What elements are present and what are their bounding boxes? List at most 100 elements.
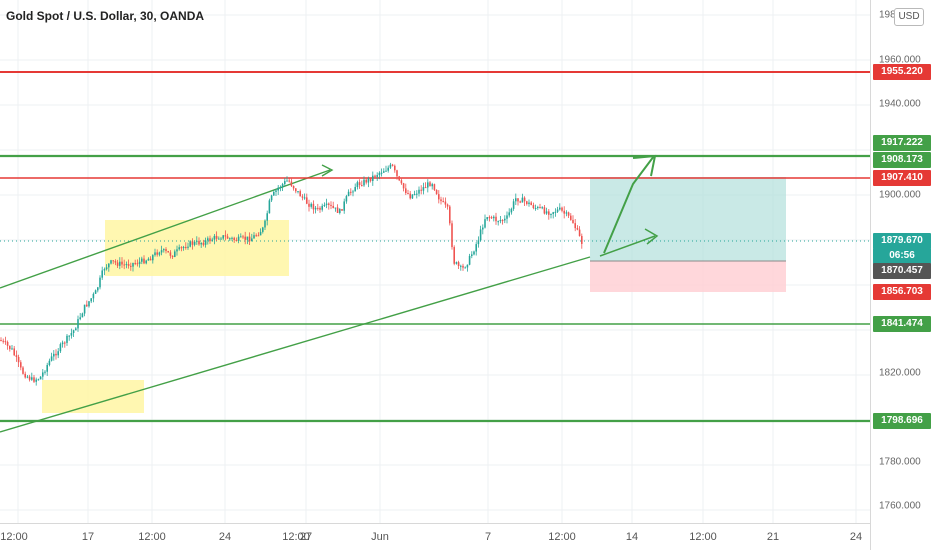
candle-body	[416, 193, 418, 195]
candle-body	[515, 198, 517, 202]
candle-body	[215, 235, 218, 239]
candle-body	[510, 208, 513, 213]
candle-body	[325, 203, 328, 205]
candle-body	[367, 178, 370, 183]
candle-body	[123, 264, 125, 266]
candle-body	[444, 201, 447, 205]
price-tick-label: 1760.000	[879, 500, 921, 512]
price-axis[interactable]: 1980.0001960.0001940.0001900.0001820.000…	[870, 0, 932, 550]
candle-body	[356, 182, 359, 187]
candle-body	[105, 267, 108, 270]
candle-body	[275, 190, 277, 192]
candle-body	[561, 207, 563, 211]
chart-title: Gold Spot / U.S. Dollar, 30, OANDA	[6, 9, 205, 23]
candle-body	[2, 340, 4, 342]
time-tick-label: 7	[484, 531, 492, 543]
candle-body	[343, 201, 345, 211]
candle-body	[70, 332, 73, 336]
candle-body	[433, 184, 436, 190]
price-level-badge: 1917.222	[873, 135, 931, 151]
lower-trendline	[0, 256, 591, 433]
candle-body	[288, 180, 290, 182]
candle-body	[290, 181, 293, 186]
candle-body	[66, 335, 68, 343]
candle-body	[330, 204, 332, 206]
candle-body	[163, 249, 165, 251]
candle-body	[81, 313, 84, 318]
candle-body	[90, 298, 92, 302]
candle-body	[31, 377, 33, 380]
candle-body	[537, 207, 539, 209]
candle-body	[464, 267, 466, 269]
candle-body	[176, 249, 178, 252]
candle-body	[363, 179, 365, 186]
candle-body	[248, 236, 251, 242]
candle-body	[339, 209, 341, 214]
time-tick-label: 14	[625, 531, 639, 543]
candle-body	[244, 236, 246, 240]
candle-body	[462, 265, 464, 268]
price-tick-label: 1820.000	[879, 367, 921, 379]
candle-body	[169, 252, 172, 256]
candle-body	[17, 356, 20, 363]
price-tick-label: 1960.000	[879, 54, 921, 66]
chart-plot-area[interactable]	[0, 0, 870, 523]
candle-body	[193, 241, 196, 245]
price-level-badge: 1870.457	[873, 263, 931, 279]
candle-body	[523, 197, 526, 202]
candle-body	[46, 365, 48, 372]
candle-body	[541, 207, 543, 209]
price-tick-label: 1940.000	[879, 98, 921, 110]
candle-body	[405, 188, 407, 194]
candle-body	[253, 235, 255, 239]
time-tick-label: 12:00	[138, 531, 166, 543]
candle-body	[279, 187, 282, 189]
candle-body	[554, 211, 557, 213]
candle-body	[563, 210, 565, 214]
candle-body	[306, 197, 308, 204]
candle-body	[504, 218, 506, 221]
candle-body	[488, 217, 491, 219]
candle-body	[347, 191, 350, 197]
candle-body	[11, 348, 13, 350]
candle-body	[235, 239, 238, 241]
candle-body	[112, 260, 114, 262]
consolidation-box	[105, 220, 289, 276]
candle-body	[354, 186, 356, 192]
candle-body	[466, 264, 469, 268]
candle-body	[185, 246, 187, 248]
candle-body	[374, 175, 376, 177]
candle-body	[28, 376, 31, 380]
candle-body	[110, 260, 112, 264]
candle-body	[237, 236, 240, 241]
candle-body	[486, 217, 488, 220]
time-tick-label: 12:00	[689, 531, 717, 543]
candle-body	[479, 229, 482, 241]
candle-body	[345, 196, 348, 202]
time-tick-label: 24	[849, 531, 863, 543]
candle-body	[138, 261, 141, 264]
candle-body	[281, 184, 284, 188]
candle-body	[187, 246, 189, 248]
price-level-badge: 1856.703	[873, 284, 931, 300]
candle-body	[88, 301, 90, 307]
candle-body	[229, 238, 231, 240]
candle-body	[435, 189, 438, 195]
price-level-badge: 1798.696	[873, 413, 931, 429]
currency-button[interactable]: USD	[894, 8, 924, 26]
candle-body	[180, 247, 183, 249]
candle-body	[372, 175, 374, 181]
candle-body	[24, 373, 26, 378]
candle-body	[202, 242, 205, 245]
candle-body	[471, 254, 473, 257]
candle-body	[121, 261, 123, 265]
candle-body	[493, 216, 495, 219]
time-axis[interactable]: 12:00 17 12:00 24 12:00 27 Jun 7 12:00 14 12:00 21 2…	[0, 523, 870, 551]
price-chart-canvas[interactable]	[0, 0, 870, 523]
candle-body	[572, 219, 574, 224]
candle-body	[26, 376, 29, 378]
candle-body	[218, 238, 220, 240]
candle-body	[211, 239, 213, 242]
candle-body	[68, 335, 70, 337]
